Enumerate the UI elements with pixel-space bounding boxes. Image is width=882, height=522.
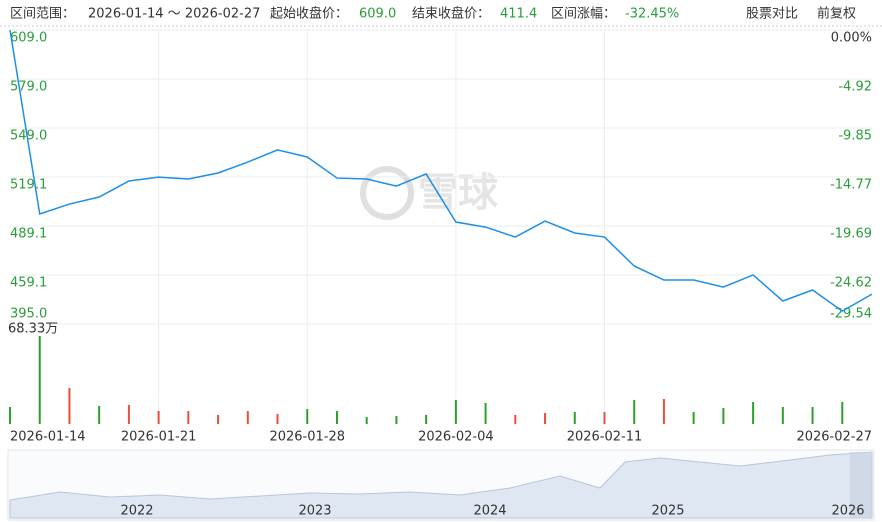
end-price: 411.4 bbox=[500, 7, 537, 22]
x-tick-label: 2026-01-14 bbox=[10, 430, 86, 445]
volume-bar bbox=[544, 413, 547, 424]
x-tick-label: 2026-02-04 bbox=[418, 430, 494, 445]
volume-tick-label: 68.33万 bbox=[8, 322, 58, 337]
volume-bar bbox=[633, 400, 636, 424]
volume-bar bbox=[484, 403, 487, 424]
y2-tick-label: 0.00% bbox=[831, 31, 872, 46]
x-tick-label: 2026-02-27 bbox=[796, 430, 872, 445]
volume-bar bbox=[306, 409, 309, 424]
volume-bar bbox=[395, 416, 398, 424]
volume-bar bbox=[365, 417, 368, 424]
volume-bar bbox=[781, 407, 784, 424]
change-label: 区间涨幅： bbox=[551, 7, 616, 22]
volume-bar bbox=[514, 414, 517, 424]
y-tick-label: 609.0 bbox=[10, 31, 47, 46]
volume-bar bbox=[98, 405, 101, 424]
volume-bar bbox=[603, 412, 606, 424]
watermark: 雪球 bbox=[360, 166, 499, 220]
volume-bar bbox=[841, 401, 844, 424]
range-label: 区间范围： bbox=[10, 7, 75, 22]
volume-bar bbox=[692, 412, 695, 424]
x-tick-label: 2026-01-28 bbox=[269, 430, 345, 445]
watermark-logo bbox=[360, 166, 414, 220]
volume-bar bbox=[157, 410, 160, 424]
range: 2026-01-14 ～ 2026-02-27 bbox=[88, 7, 260, 22]
navigator-year: 2023 bbox=[298, 504, 331, 519]
volume-bar bbox=[722, 408, 725, 424]
y2-tick-label: -24.62 bbox=[830, 276, 872, 291]
volume-bar bbox=[246, 410, 249, 424]
y-tick-label: 459.1 bbox=[10, 275, 47, 290]
volume-bar bbox=[425, 414, 428, 424]
y2-tick-label: -4.92 bbox=[838, 79, 872, 94]
y-tick-label: 489.1 bbox=[10, 226, 47, 241]
navigator-year: 2025 bbox=[651, 504, 684, 519]
y-tick-label: 395.0 bbox=[10, 307, 47, 322]
change: -32.45% bbox=[625, 7, 679, 22]
navigator-area bbox=[9, 451, 873, 519]
volume-bar bbox=[9, 407, 11, 424]
end-label: 结束收盘价： bbox=[412, 6, 490, 22]
volume-bar bbox=[662, 399, 665, 424]
volume-bar bbox=[276, 413, 279, 424]
volume-bar bbox=[38, 336, 41, 424]
adjust-button[interactable]: 前复权 bbox=[817, 6, 856, 22]
y-tick-label: 579.0 bbox=[10, 80, 47, 95]
y2-tick-label: -14.77 bbox=[830, 178, 872, 193]
price-line bbox=[9, 29, 873, 312]
volume-bar bbox=[752, 401, 755, 424]
volume-bar bbox=[187, 410, 190, 424]
y2-tick-label: -29.54 bbox=[830, 307, 872, 322]
start-label: 起始收盘价： bbox=[270, 6, 348, 22]
volume-bar bbox=[217, 414, 220, 424]
y2-tick-label: -9.85 bbox=[838, 129, 872, 144]
compare-button[interactable]: 股票对比 bbox=[746, 7, 798, 22]
navigator-year: 2026 bbox=[831, 504, 864, 519]
volume-bar bbox=[454, 400, 457, 424]
watermark-text: 雪球 bbox=[418, 170, 499, 216]
volume-bar bbox=[573, 412, 576, 424]
x-tick-label: 2026-02-11 bbox=[567, 430, 643, 445]
y-tick-label: 549.0 bbox=[10, 129, 47, 144]
start-price: 609.0 bbox=[359, 7, 396, 22]
volume-bar bbox=[127, 404, 130, 424]
navigator-window[interactable] bbox=[850, 452, 872, 518]
navigator-year: 2022 bbox=[120, 504, 153, 519]
y-tick-label: 519.1 bbox=[10, 177, 47, 192]
volume-bar bbox=[811, 407, 814, 424]
volume-bar bbox=[335, 410, 338, 424]
x-tick-label: 2026-01-21 bbox=[121, 430, 197, 445]
navigator-year: 2024 bbox=[473, 504, 506, 519]
y2-tick-label: -19.69 bbox=[830, 226, 872, 241]
volume-bar bbox=[68, 387, 71, 424]
